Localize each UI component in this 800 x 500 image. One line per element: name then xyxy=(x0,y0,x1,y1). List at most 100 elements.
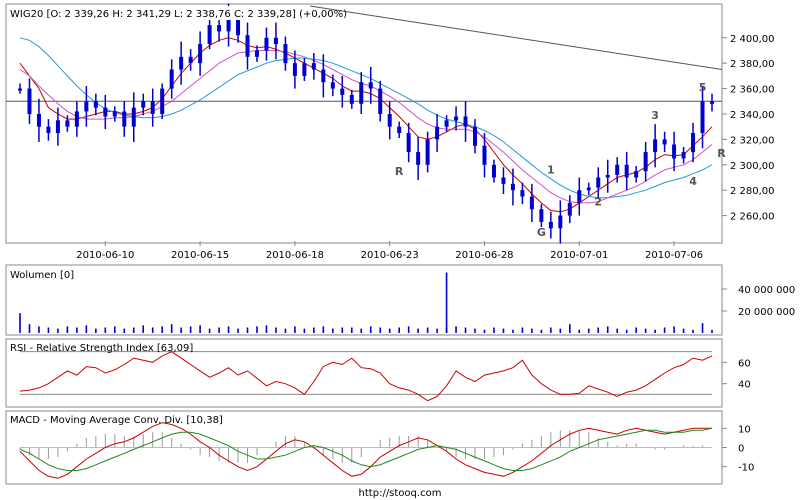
price-bar-body xyxy=(596,177,601,188)
volume-bar xyxy=(28,324,31,333)
volume-bar xyxy=(483,329,486,333)
price-bar-body xyxy=(150,101,155,114)
date-tick-label: 2010-06-28 xyxy=(455,250,513,261)
date-tick-label: 2010-06-10 xyxy=(76,250,134,261)
price-bar-body xyxy=(406,133,411,153)
date-tick-label: 2010-07-01 xyxy=(550,250,608,261)
volume-bar xyxy=(455,326,457,333)
volume-bar xyxy=(294,326,296,333)
volume-bar xyxy=(265,325,268,333)
volume-bar xyxy=(180,327,182,333)
price-title: WIG20 [O: 2 339,26 H: 2 341,29 L: 2 338,… xyxy=(10,9,347,20)
price-bar-body xyxy=(672,144,677,159)
volume-bars xyxy=(19,272,713,333)
wave-label: R xyxy=(395,165,404,178)
price-bar-body xyxy=(46,126,51,134)
price-bar-body xyxy=(188,56,193,64)
volume-bar xyxy=(493,327,495,333)
volume-bar xyxy=(113,326,116,333)
price-bar-body xyxy=(226,18,231,32)
volume-bar xyxy=(531,328,533,333)
price-bar-body xyxy=(55,120,60,134)
wave-label: 3 xyxy=(651,109,659,122)
price-bar-body xyxy=(529,196,534,210)
price-bar-body xyxy=(510,183,515,191)
price-bar-body xyxy=(36,113,41,127)
macd-panel: 10 0 -10 MACD - Moving Average Conv. Div. … xyxy=(5,410,754,485)
volume-bar xyxy=(132,327,135,333)
price-bar-body xyxy=(463,116,468,127)
volume-bar xyxy=(19,313,21,333)
rsi-y-ticks: 60 40 xyxy=(722,358,751,391)
volume-bar xyxy=(635,327,637,333)
volume-bar xyxy=(407,326,410,333)
volume-bar xyxy=(587,328,590,333)
rsi-panel: 60 40 RSI - Relative Strength Index [63,0… xyxy=(5,338,751,408)
volume-bar xyxy=(151,327,154,333)
price-bar-body xyxy=(548,221,553,229)
price-bar-body xyxy=(444,120,449,127)
price-y-tick-label: 2 260,00 xyxy=(730,212,775,223)
volume-bar xyxy=(208,328,211,333)
price-bar-body xyxy=(292,63,297,76)
volume-bar xyxy=(654,329,656,333)
volume-bar xyxy=(540,329,543,333)
volume-bar xyxy=(388,328,391,333)
price-bar-body xyxy=(349,94,354,104)
price-y-tick-label: 2 400,00 xyxy=(730,34,775,45)
volume-bar xyxy=(95,328,97,333)
volume-bar xyxy=(550,327,552,333)
price-bar-body xyxy=(160,88,165,114)
price-bar-body xyxy=(368,82,373,89)
volume-bar xyxy=(474,328,476,333)
volume-bar xyxy=(426,327,429,333)
date-tick-label: 2010-06-18 xyxy=(266,250,324,261)
price-bar-body xyxy=(27,88,32,114)
price-bar-body xyxy=(397,126,402,134)
price-y-tick-label: 2 360,00 xyxy=(730,85,775,96)
volume-bar xyxy=(237,328,239,333)
volume-bar xyxy=(464,327,467,333)
date-ticks: 2010-06-10 2010-06-15 2010-06-18 2010-06-23… xyxy=(76,241,703,261)
wave-label: 2 xyxy=(594,195,602,208)
wave-label: 1 xyxy=(547,164,555,177)
rsi-reference-lines xyxy=(20,351,712,395)
volume-bar xyxy=(275,327,277,333)
wave-label: G xyxy=(537,226,546,239)
volume-y-tick-label: 40 000 000 xyxy=(738,285,795,296)
price-bar-body xyxy=(491,164,496,178)
volume-bar xyxy=(692,329,694,333)
date-tick-label: 2010-06-15 xyxy=(171,250,229,261)
volume-bar xyxy=(123,328,126,333)
rsi-line-path xyxy=(19,351,713,402)
price-y-tick-label: 2 300,00 xyxy=(730,161,775,172)
volume-y-tick-label: 20 000 000 xyxy=(738,307,795,318)
price-bar-body xyxy=(482,145,487,165)
price-bar-body xyxy=(567,202,572,216)
price-bar-body xyxy=(634,171,639,178)
volume-bar xyxy=(332,328,334,333)
rsi-y-tick-label: 60 xyxy=(738,358,751,369)
volume-bar xyxy=(341,327,344,333)
price-bar-body xyxy=(473,126,478,146)
volume-bar xyxy=(502,328,505,333)
price-y-tick-label: 2 280,00 xyxy=(730,186,775,197)
price-bar-body xyxy=(141,101,146,108)
volume-y-ticks: 40 000 000 20 000 000 xyxy=(722,285,795,318)
volume-bar xyxy=(256,326,258,333)
volume-bar xyxy=(313,327,315,333)
price-bar-body xyxy=(615,164,620,175)
price-bar-body xyxy=(245,35,250,57)
price-bar-body xyxy=(577,190,582,203)
volume-bar xyxy=(436,328,438,333)
price-bar-body xyxy=(700,101,705,134)
volume-bar xyxy=(218,327,220,333)
volume-bar xyxy=(673,326,675,333)
price-bar-body xyxy=(179,56,184,70)
price-bar-body xyxy=(169,69,174,89)
volume-bar xyxy=(227,326,230,333)
price-bar-body xyxy=(520,190,525,197)
price-bar-body xyxy=(254,50,259,57)
source-url: http://stooq.com xyxy=(359,488,442,499)
price-bar-body xyxy=(65,120,70,127)
